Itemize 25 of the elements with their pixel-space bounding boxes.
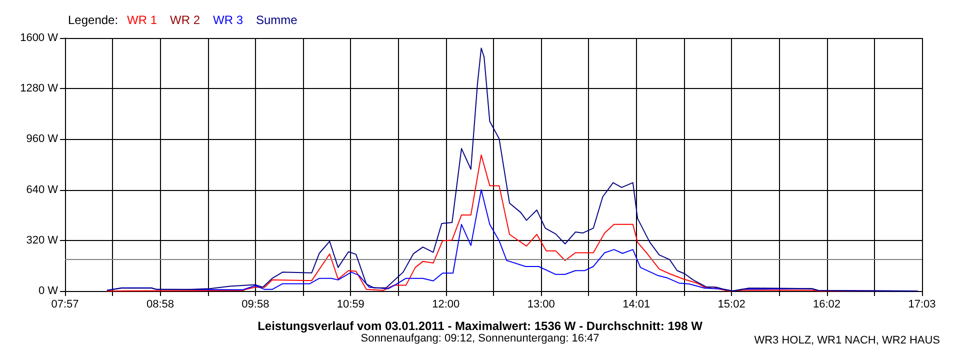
x-tick-label: 15:02 <box>718 298 746 310</box>
x-tick-label: 09:58 <box>242 298 270 310</box>
text: Leistungsverlauf vom 03.01.2011 - Maximalwert: 1536 W - Durchschnitt: 198 W <box>258 319 704 333</box>
x-tick-label: 10:59 <box>336 298 364 310</box>
line-series <box>106 48 918 292</box>
text: WR 1 <box>127 13 158 27</box>
text: Summe <box>256 13 298 27</box>
x-tick-label: 14:01 <box>622 298 650 310</box>
x-tick-label: 07:57 <box>51 298 79 310</box>
x-tick-label: 16:02 <box>813 298 841 310</box>
y-tick-label: 320 W <box>26 234 59 246</box>
legend-title: Legende: <box>68 13 118 27</box>
x-tick-label: 08:58 <box>146 298 174 310</box>
text: WR3 HOLZ, WR1 NACH, WR2 HAUS <box>754 334 940 346</box>
y-tick-label: 1280 W <box>20 82 59 95</box>
y-tick-label: 0 W <box>38 285 59 297</box>
x-tick-label: 13:00 <box>527 298 555 310</box>
x-tick-label: 12:00 <box>432 298 460 310</box>
text: Sonnenaufgang: 09:12, Sonnenuntergang: 16:47 <box>360 332 600 344</box>
y-tick-label: 640 W <box>26 184 59 196</box>
legend-label: WR 2 <box>170 13 200 27</box>
y-tick-label: 1600 W <box>20 32 59 44</box>
x-tick-label: 17:03 <box>908 298 936 310</box>
text: WR 3 <box>213 13 244 27</box>
y-tick-label: 960 W <box>26 133 59 146</box>
